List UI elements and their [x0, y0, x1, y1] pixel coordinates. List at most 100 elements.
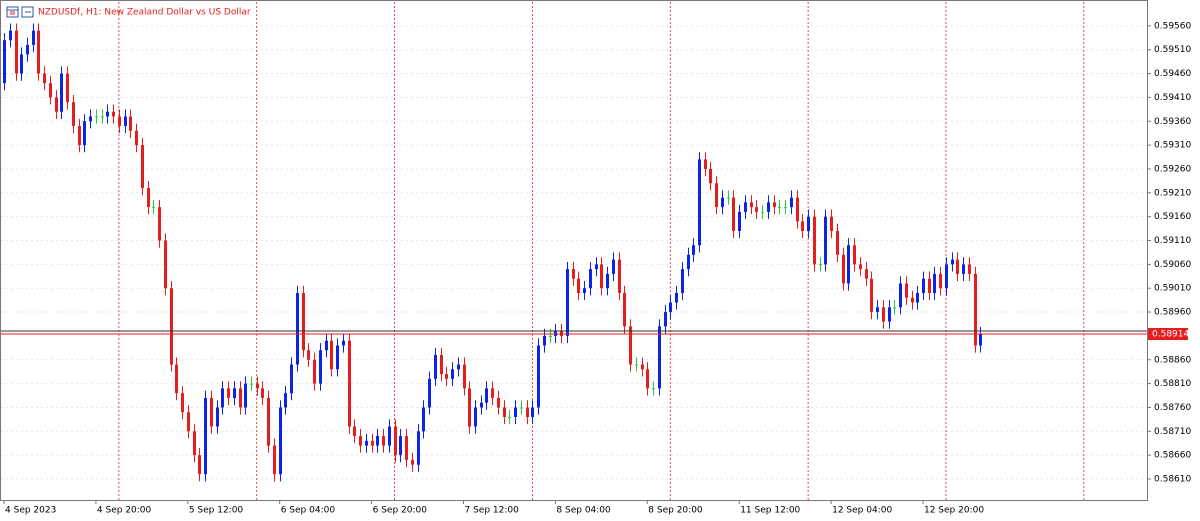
- candle-body: [801, 221, 804, 231]
- candle-body: [256, 383, 259, 389]
- candle-body: [170, 288, 173, 365]
- candle-body: [440, 354, 443, 375]
- candle-body: [204, 397, 207, 475]
- candle-body: [336, 345, 339, 370]
- candle-body: [549, 335, 552, 337]
- candle-body: [600, 264, 603, 289]
- candle-body: [813, 216, 816, 265]
- candle-body: [709, 168, 712, 184]
- candle-body: [376, 436, 379, 446]
- candle-body: [55, 97, 58, 112]
- candle-body: [732, 197, 735, 231]
- x-tick-label: 12 Sep 04:00: [832, 506, 892, 516]
- candle-body: [405, 436, 408, 460]
- candle-body: [382, 436, 385, 446]
- candle-body: [267, 397, 270, 446]
- candle-body: [865, 269, 868, 279]
- candle-body: [681, 269, 684, 293]
- y-tick-label: 0.58610: [1154, 475, 1191, 485]
- candle-body: [210, 397, 213, 427]
- y-tick-label: 0.58810: [1154, 379, 1191, 389]
- candle-body: [129, 116, 132, 131]
- candle-body: [445, 374, 448, 379]
- candle-body: [95, 116, 98, 118]
- candle-body: [83, 121, 86, 146]
- candle-body: [141, 145, 144, 189]
- candle-body: [66, 73, 69, 103]
- candle-body: [78, 126, 81, 146]
- candle-body: [330, 340, 333, 370]
- candle-body: [933, 273, 936, 293]
- candle-body: [411, 459, 414, 465]
- candle-body: [778, 207, 781, 209]
- candle-body: [830, 216, 833, 231]
- candle-body: [612, 259, 615, 274]
- candle-body: [9, 30, 12, 41]
- candle-body: [43, 73, 46, 84]
- candle-body: [842, 254, 845, 284]
- candle-body: [945, 264, 948, 289]
- candle-body: [951, 259, 954, 265]
- y-tick-label: 0.59460: [1154, 69, 1191, 79]
- candle-body: [216, 407, 219, 427]
- candle-body: [796, 197, 799, 222]
- candle-body: [89, 116, 92, 122]
- candle-body: [474, 407, 477, 427]
- candle-body: [290, 364, 293, 394]
- candle-body: [979, 334, 982, 346]
- candle-body: [508, 417, 511, 418]
- candle-body: [692, 245, 695, 255]
- candle-body: [750, 202, 753, 208]
- symbol-icon: [6, 6, 19, 18]
- candle-body: [181, 393, 184, 413]
- y-tick-label: 0.59510: [1154, 45, 1191, 55]
- candle-body: [888, 307, 891, 322]
- candle-body: [646, 369, 649, 389]
- candle-body: [359, 436, 362, 446]
- y-tick-label: 0.59360: [1154, 117, 1191, 127]
- y-tick-label: 0.58960: [1154, 308, 1191, 318]
- y-tick-label: 0.58760: [1154, 403, 1191, 413]
- candle-body: [273, 445, 276, 475]
- candle-body: [388, 426, 391, 446]
- candle-body: [531, 407, 534, 417]
- candle-body: [15, 30, 18, 74]
- x-tick-label: 12 Sep 20:00: [924, 506, 984, 516]
- candle-body: [675, 292, 678, 303]
- candle-body: [106, 111, 109, 117]
- candle-body: [744, 202, 747, 212]
- candle-body: [899, 283, 902, 308]
- x-tick-label: 6 Sep 20:00: [373, 506, 428, 516]
- candle-body: [623, 292, 626, 327]
- candle-body: [853, 245, 856, 265]
- candle-body: [618, 259, 621, 293]
- candle-body: [755, 207, 758, 212]
- candle-body: [158, 207, 161, 241]
- candle-body: [319, 350, 322, 384]
- candle-body: [606, 273, 609, 289]
- candle-body: [664, 312, 667, 327]
- candle-body: [819, 264, 822, 266]
- candle-body: [365, 440, 368, 446]
- y-tick-label: 0.59010: [1154, 284, 1191, 294]
- y-tick-label: 0.59060: [1154, 260, 1191, 270]
- candle-body: [152, 207, 155, 209]
- candle-body: [239, 388, 242, 408]
- x-tick-label: 6 Sep 04:00: [281, 506, 336, 516]
- y-tick-label: 0.58660: [1154, 451, 1191, 461]
- candle-body: [371, 440, 374, 446]
- candle-body: [399, 436, 402, 456]
- candle-body: [227, 388, 230, 398]
- candle-body: [876, 307, 879, 313]
- candle-body: [537, 345, 540, 408]
- candle-body: [968, 264, 971, 274]
- y-tick-label: 0.59560: [1154, 21, 1191, 31]
- candle-body: [784, 207, 787, 209]
- candle-body: [773, 202, 776, 208]
- candle-body: [520, 407, 523, 409]
- candle-body: [480, 402, 483, 408]
- candle-body: [514, 407, 517, 417]
- candle-body: [353, 426, 356, 437]
- candle-body: [641, 364, 644, 370]
